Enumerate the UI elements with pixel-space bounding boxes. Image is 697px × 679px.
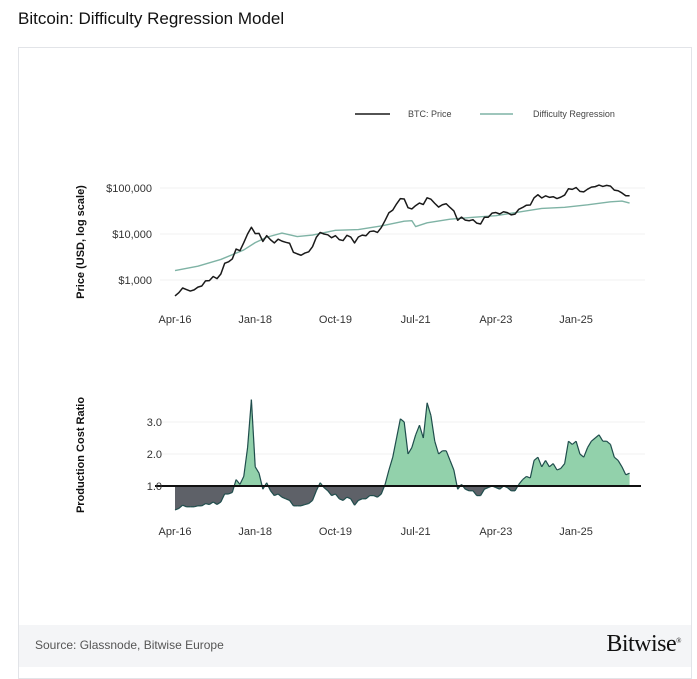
source-note: Source: Glassnode, Bitwise Europe bbox=[35, 638, 224, 652]
logo-text: Bitwise bbox=[606, 631, 677, 657]
page-title: Bitcoin: Difficulty Regression Model bbox=[18, 9, 285, 28]
chart-card bbox=[18, 47, 692, 679]
footer: Source: Glassnode, Bitwise Europe Bitwis… bbox=[19, 625, 691, 667]
bitwise-logo: Bitwise® bbox=[606, 631, 681, 657]
